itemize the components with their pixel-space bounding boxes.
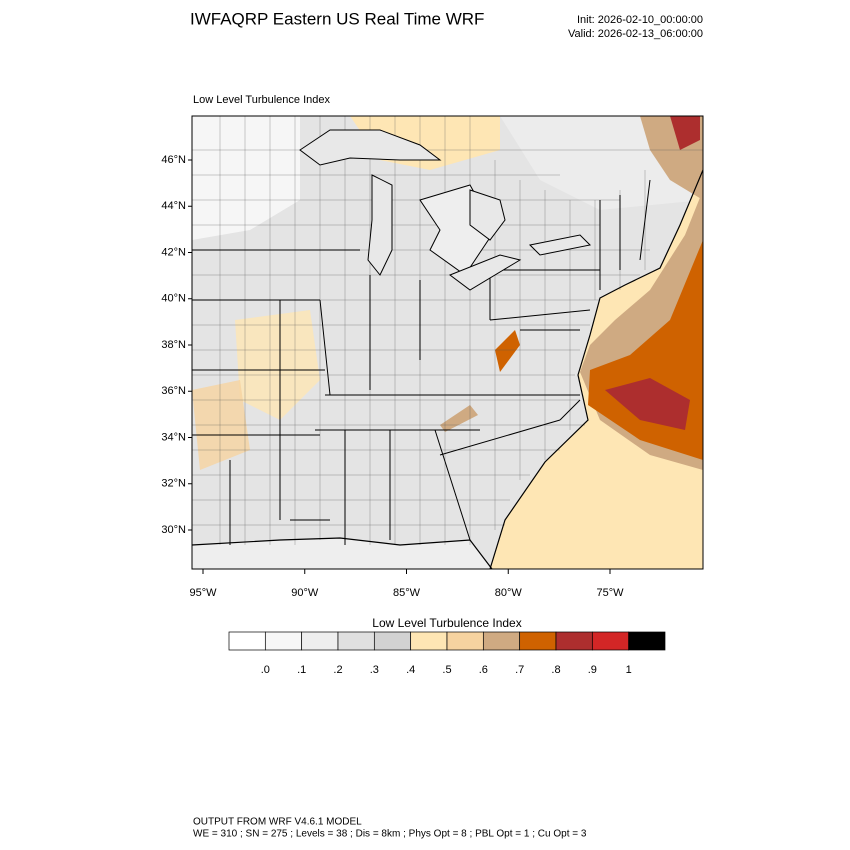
lat-label: 40°N — [161, 293, 186, 305]
lat-label: 44°N — [161, 200, 186, 212]
lon-label: 80°W — [495, 587, 523, 599]
lake-michigan — [367, 174, 393, 276]
lat-label: 46°N — [161, 154, 186, 166]
colorbar-label: .1 — [297, 664, 306, 676]
colorbar-label: .8 — [551, 664, 560, 676]
lake-huron — [469, 189, 506, 241]
colorbar-label: .7 — [515, 664, 524, 676]
region-mid — [235, 310, 320, 420]
color-box — [301, 631, 339, 651]
region-low — [192, 116, 300, 240]
lat-label: 36°N — [161, 385, 186, 397]
colorbar-label: .5 — [442, 664, 451, 676]
colorbar-label: .2 — [333, 664, 342, 676]
lake-ontario — [528, 234, 592, 256]
color-box — [555, 631, 593, 651]
map — [191, 115, 704, 570]
color-box — [410, 631, 448, 651]
lat-label: 42°N — [161, 246, 186, 258]
colorbar-label: .4 — [406, 664, 415, 676]
lat-label: 38°N — [161, 339, 186, 351]
lat-label: 32°N — [161, 478, 186, 490]
color-box — [228, 631, 266, 651]
ocean-region-extreme — [605, 378, 690, 430]
colorbar-label: .0 — [261, 664, 270, 676]
color-box — [628, 631, 666, 651]
color-box — [482, 631, 521, 651]
colorbar-label: 1 — [626, 664, 632, 676]
color-box — [591, 631, 630, 651]
colorbar-label: .6 — [479, 664, 488, 676]
color-box — [519, 631, 557, 651]
color-box — [373, 631, 412, 651]
lat-label: 30°N — [161, 524, 186, 536]
colorbar-label: .9 — [588, 664, 597, 676]
lon-label: 75°W — [596, 587, 624, 599]
color-box — [337, 631, 375, 651]
lon-label: 85°W — [393, 587, 421, 599]
map-frame — [191, 115, 704, 570]
color-box — [264, 631, 303, 651]
footer-line: WE = 310 ; SN = 275 ; Levels = 38 ; Dis … — [193, 829, 587, 840]
lon-label: 95°W — [189, 587, 217, 599]
map-title: Low Level Turbulence Index — [193, 94, 330, 106]
footer-line: OUTPUT FROM WRF V4.6.1 MODEL — [193, 817, 362, 828]
init-time: Init: 2026-02-10_00:00:00 — [577, 14, 703, 26]
page-title: IWFAQRP Eastern US Real Time WRF — [190, 9, 484, 28]
colorbar-label: .3 — [370, 664, 379, 676]
coastline — [192, 169, 703, 569]
colorbar-title: Low Level Turbulence Index — [372, 616, 521, 630]
state-lines — [192, 179, 651, 545]
lon-label: 90°W — [291, 587, 319, 599]
lake-erie — [448, 254, 522, 291]
ridge-high — [495, 330, 520, 372]
gulf — [192, 538, 492, 569]
valid-time: Valid: 2026-02-13_06:00:00 — [568, 28, 703, 40]
lat-label: 34°N — [161, 431, 186, 443]
ridge-high — [440, 405, 478, 432]
maine-extreme — [670, 116, 700, 150]
color-box — [446, 631, 484, 651]
lake-superior — [299, 129, 442, 166]
